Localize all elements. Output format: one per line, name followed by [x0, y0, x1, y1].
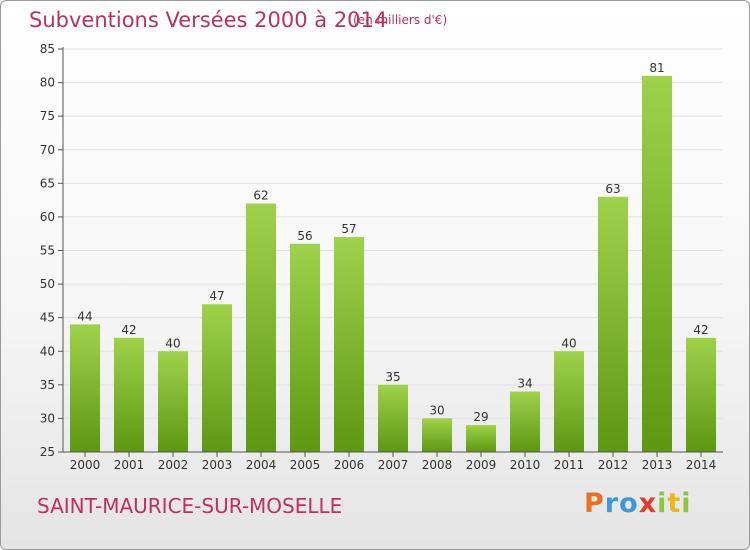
data-label: 63	[605, 182, 620, 196]
data-label: 44	[77, 309, 92, 323]
x-tick-label: 2012	[598, 458, 629, 472]
y-tick-label: 50	[40, 277, 55, 291]
data-label: 62	[253, 188, 268, 202]
data-label: 35	[385, 370, 400, 384]
proxiti-logo: Proxiti	[584, 488, 692, 519]
x-tick-label: 2013	[642, 458, 673, 472]
data-label: 40	[561, 336, 576, 350]
logo-letter: P	[584, 488, 605, 519]
logo-letter: x	[638, 488, 658, 519]
bar	[422, 418, 452, 452]
bars	[70, 75, 716, 452]
x-tick-label: 2001	[114, 458, 145, 472]
logo-letter: i	[657, 488, 668, 519]
y-tick-label: 80	[40, 76, 55, 90]
data-label: 29	[473, 410, 488, 424]
bar	[70, 324, 100, 452]
data-label: 57	[341, 222, 356, 236]
y-tick-label: 30	[40, 411, 55, 425]
y-tick-label: 60	[40, 210, 55, 224]
logo-letter: t	[667, 488, 682, 519]
bar	[378, 384, 408, 452]
bar	[510, 391, 540, 452]
bar	[686, 337, 716, 452]
bar	[466, 425, 496, 452]
data-label: 40	[165, 336, 180, 350]
x-tick-label: 2000	[70, 458, 101, 472]
x-tick-label: 2014	[686, 458, 717, 472]
data-label: 34	[517, 377, 532, 391]
bar	[290, 243, 320, 452]
y-tick-label: 85	[40, 42, 55, 56]
chart-subtitle: (en milliers d'€)	[353, 13, 448, 27]
y-tick-label: 35	[40, 378, 55, 392]
bar	[114, 337, 144, 452]
y-tick-label: 75	[40, 109, 55, 123]
y-tick-label: 55	[40, 244, 55, 258]
x-tick-label: 2007	[378, 458, 409, 472]
data-label: 81	[649, 61, 664, 75]
x-tick-label: 2004	[246, 458, 277, 472]
x-tick-label: 2008	[422, 458, 453, 472]
logo-letter: r	[604, 488, 620, 519]
y-tick-label: 65	[40, 176, 55, 190]
bar	[246, 203, 276, 452]
commune-name: SAINT-MAURICE-SUR-MOSELLE	[37, 494, 343, 518]
labels: 25 30 35 40 45 50 55 60 65 70 75 80 85 44 2000 42 2001 40…	[40, 42, 717, 472]
x-tick-label: 2006	[334, 458, 365, 472]
bar	[598, 196, 628, 452]
bar	[554, 351, 584, 452]
x-tick-label: 2009	[466, 458, 497, 472]
x-tick-label: 2005	[290, 458, 321, 472]
bar	[334, 237, 364, 452]
y-tick-label: 40	[40, 344, 55, 358]
x-tick-label: 2011	[554, 458, 585, 472]
chart-title: Subventions Versées 2000 à 2014	[29, 8, 388, 32]
bar	[202, 304, 232, 452]
data-label: 42	[121, 323, 136, 337]
bar	[158, 351, 188, 452]
axes	[58, 47, 723, 457]
data-label: 47	[209, 289, 224, 303]
data-label: 30	[429, 403, 444, 417]
x-tick-label: 2010	[510, 458, 541, 472]
logo-letter: i	[681, 488, 692, 519]
data-label: 42	[693, 323, 708, 337]
data-label: 56	[297, 229, 312, 243]
logo-letter: o	[619, 488, 639, 519]
bar	[642, 75, 672, 452]
x-tick-label: 2002	[158, 458, 189, 472]
y-tick-label: 70	[40, 143, 55, 157]
y-tick-label: 25	[40, 445, 55, 459]
y-tick-label: 45	[40, 311, 55, 325]
x-tick-label: 2003	[202, 458, 233, 472]
